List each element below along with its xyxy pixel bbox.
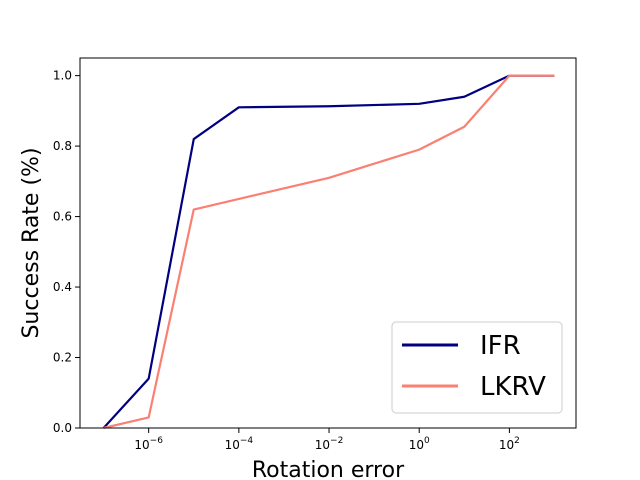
plot-frame xyxy=(79,57,577,429)
x-tick-label: 102 xyxy=(499,436,520,452)
y-axis-label: Success Rate (%) xyxy=(19,147,44,338)
legend: IFR LKRV xyxy=(391,321,563,414)
y-tick-label: 0.2 xyxy=(53,351,72,365)
x-tick-label: 100 xyxy=(409,436,430,452)
x-tick-label: 10−4 xyxy=(225,436,254,452)
y-tick-label: 0.0 xyxy=(53,421,72,435)
legend-label-lkrv: LKRV xyxy=(480,372,546,402)
plot-lines xyxy=(102,74,555,430)
legend-label-ifr: IFR xyxy=(480,331,521,361)
y-tick-label: 0.6 xyxy=(53,210,72,224)
x-axis-label: Rotation error xyxy=(252,458,405,480)
y-tick-label: 0.8 xyxy=(53,139,72,153)
series-line-ifr xyxy=(102,74,555,429)
series-line-lkrv xyxy=(103,74,555,430)
x-tick-label: 10−6 xyxy=(134,436,163,452)
y-tick-label: 1.0 xyxy=(53,69,72,83)
x-tick-label: 10−2 xyxy=(315,436,344,452)
y-axis-ticks: 0.0 0.2 0.4 0.6 0.8 1.0 xyxy=(53,69,80,435)
y-tick-label: 0.4 xyxy=(53,280,72,294)
x-axis-ticks: 10−6 10−4 10−2 100 102 xyxy=(134,428,520,452)
